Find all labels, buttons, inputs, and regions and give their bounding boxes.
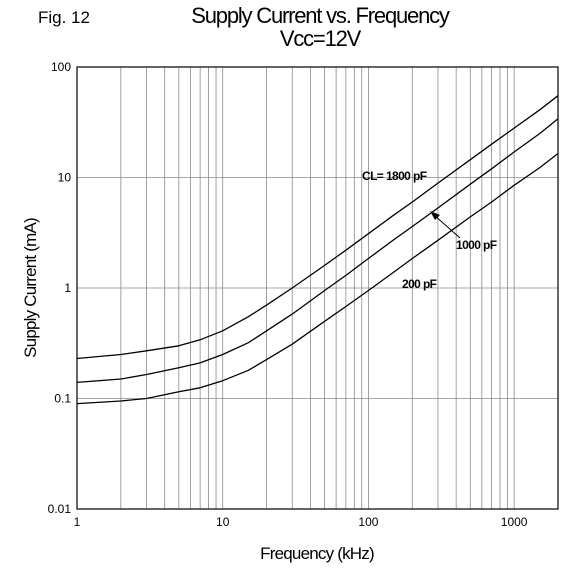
- plot-frame: [76, 66, 559, 510]
- annotation-label: CL= 1800 pF: [362, 169, 427, 183]
- annotation-arrow-line: [433, 214, 461, 239]
- chart-title: Supply Current vs. Frequency: [191, 3, 450, 28]
- figure-label: Fig. 12: [38, 8, 90, 27]
- y-axis-label: Supply Current (mA): [21, 218, 40, 358]
- series-lines: [76, 95, 559, 405]
- x-axis-label: Frequency (kHz): [260, 544, 374, 563]
- annotation-label: 200 pF: [402, 277, 437, 291]
- y-tick-label: 100: [51, 60, 71, 74]
- series-line-1: [76, 118, 559, 384]
- y-tick-label: 0.01: [48, 502, 72, 516]
- series-line-0: [76, 95, 559, 360]
- series-line-2: [76, 152, 559, 405]
- x-tick-label: 1: [74, 515, 81, 529]
- annotation-arrowhead: [430, 211, 440, 220]
- y-tick-label: 1: [64, 281, 71, 295]
- y-tick-label: 0.1: [54, 392, 71, 406]
- annotation-label: 1000 pF: [456, 238, 497, 252]
- chart-subtitle: Vcc=12V: [279, 26, 361, 51]
- x-tick-label: 10: [216, 515, 230, 529]
- y-tick-label: 10: [58, 171, 72, 185]
- x-tick-label: 1000: [501, 515, 528, 529]
- grid-lines: [77, 67, 558, 509]
- tick-labels: 1 10 100 1000 100 10 1 0.1 0.01: [48, 60, 528, 529]
- x-tick-label: 100: [358, 515, 378, 529]
- curve-annotations: CL= 1800 pF 1000 pF 200 pF: [362, 169, 497, 291]
